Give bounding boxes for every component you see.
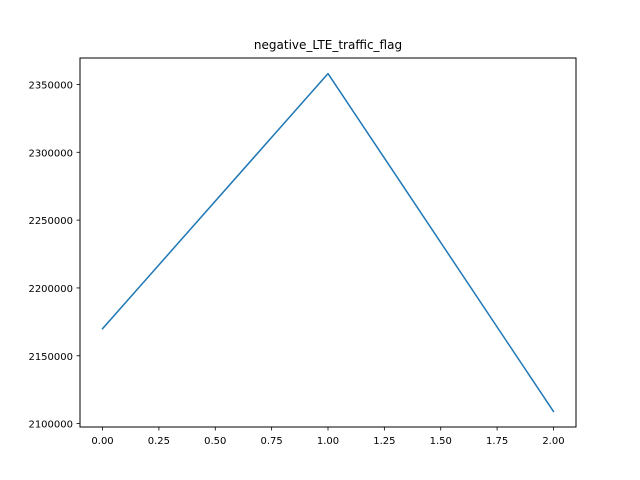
x-tick-label: 1.50 bbox=[430, 436, 452, 447]
plot-area-frame bbox=[79, 57, 577, 428]
series-line bbox=[101, 72, 555, 413]
y-axis: 2100000 2150000 2200000 2250000 2300000 23500… bbox=[28, 80, 80, 431]
x-tick-label: 1.75 bbox=[486, 436, 508, 447]
series-layer bbox=[101, 72, 555, 413]
x-tick-label: 0.00 bbox=[91, 436, 113, 447]
x-tick-label: 0.75 bbox=[261, 436, 283, 447]
y-tick-label: 2250000 bbox=[28, 216, 73, 227]
y-tick-label: 2100000 bbox=[28, 420, 73, 431]
x-tick-label: 1.00 bbox=[317, 436, 339, 447]
y-tick-label: 2200000 bbox=[28, 284, 73, 295]
chart-title: negative_LTE_traffic_flag bbox=[254, 38, 402, 52]
x-tick-label: 1.25 bbox=[373, 436, 395, 447]
y-tick-label: 2350000 bbox=[28, 80, 73, 91]
y-tick-label: 2150000 bbox=[28, 352, 73, 363]
x-tick-label: 0.50 bbox=[204, 436, 226, 447]
x-tick-label: 0.25 bbox=[148, 436, 170, 447]
x-axis: 0.00 0.25 0.50 0.75 1.00 1.25 1.50 1.75 2.00 bbox=[91, 427, 565, 447]
y-tick-label: 2300000 bbox=[28, 148, 73, 159]
x-tick-label: 2.00 bbox=[542, 436, 564, 447]
